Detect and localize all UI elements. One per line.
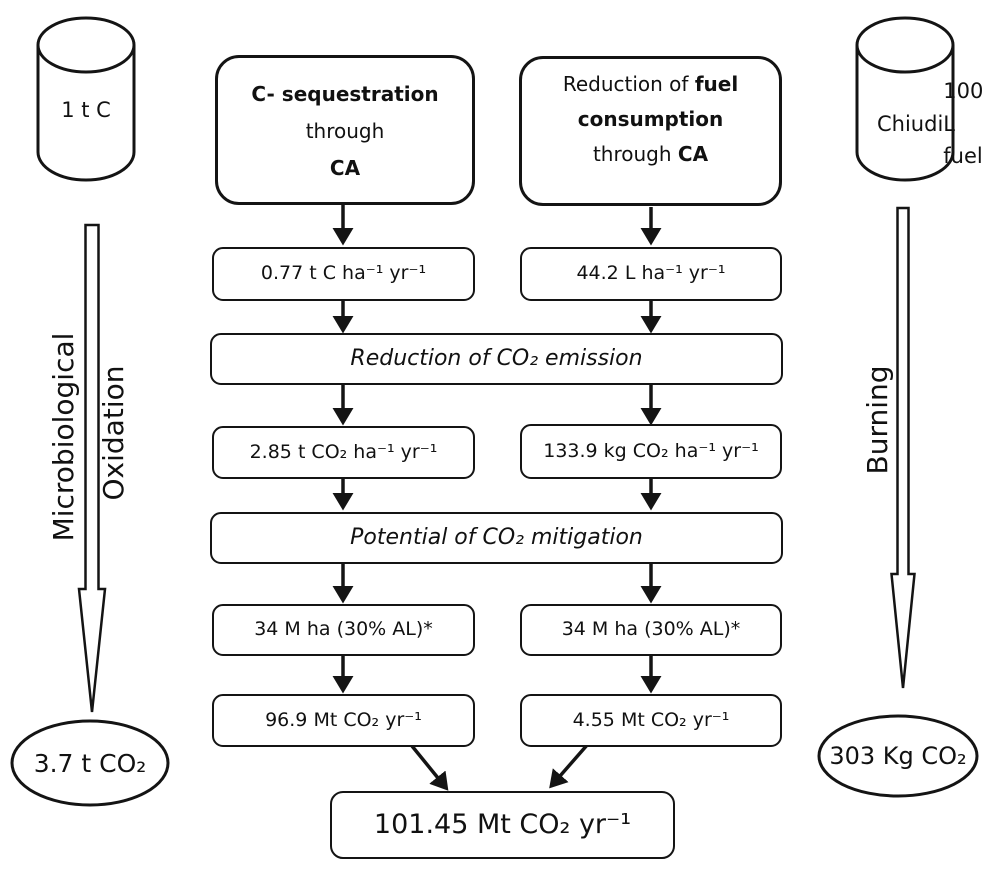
fuel-title-line3: through CA [593, 137, 708, 172]
microbiological-label: Microbiological [46, 332, 80, 542]
fuel-title-l1-normal: Reduction of [562, 72, 695, 96]
seq-title-line3: CA [329, 156, 361, 180]
arrow-merge-left [410, 744, 449, 791]
fuel-result-ellipse [817, 714, 979, 798]
fuel-title-line2: consumption [577, 107, 724, 131]
fuel-title-line1: Reduction of fuel [563, 67, 738, 102]
oxidation-hollow-arrow [77, 223, 107, 713]
fuel-cylinder-icon [855, 16, 955, 182]
fuel-result-label: 303 Kg CO₂ [829, 742, 967, 770]
oxidation-label: Oxidation [96, 365, 130, 501]
fuel-reduction-box: Reduction of fuel consumption through CA [519, 56, 782, 206]
carbon-source-label: 1 t C [61, 98, 111, 122]
reduction-emission-box: Reduction of CO₂ emission [210, 333, 783, 385]
fuel-source-line1: 100 L [943, 79, 984, 136]
fuel-title-l1-bold: fuel [694, 72, 739, 96]
fuel-source-text: 100 L fuel [943, 75, 983, 173]
burning-label: Burning [860, 365, 894, 475]
fuel-area-box: 34 M ha (30% AL)* [520, 604, 782, 656]
burning-hollow-arrow [890, 206, 916, 689]
flow-connector-arrows [332, 205, 662, 791]
carbon-cylinder-icon [36, 16, 136, 182]
seq-rate-box: 0.77 t C ha⁻¹ yr⁻¹ [212, 247, 475, 301]
mitigation-potential-box: Potential of CO₂ mitigation [210, 512, 783, 564]
fuel-co2-box: 133.9 kg CO₂ ha⁻¹ yr⁻¹ [520, 424, 782, 479]
grand-total-box: 101.45 Mt CO₂ yr⁻¹ [330, 791, 675, 859]
carbon-result-ellipse [10, 719, 170, 807]
fuel-title-l3-bold: CA [677, 142, 709, 166]
fuel-source-label: Chiudi 100 L fuel [877, 75, 983, 173]
fuel-title-l3-normal: through [592, 142, 678, 166]
seq-area-box: 34 M ha (30% AL)* [212, 604, 475, 656]
fuel-rate-box: 44.2 L ha⁻¹ yr⁻¹ [520, 247, 782, 301]
c-sequestration-box: C- sequestration through CA [215, 55, 475, 205]
seq-total-box: 96.9 Mt CO₂ yr⁻¹ [212, 694, 475, 747]
arrow-merge-right [549, 742, 590, 789]
seq-title-line2: through [305, 119, 385, 143]
fuel-total-box: 4.55 Mt CO₂ yr⁻¹ [520, 694, 782, 747]
fuel-source-line2: fuel [943, 144, 983, 169]
seq-co2-box: 2.85 t CO₂ ha⁻¹ yr⁻¹ [212, 426, 475, 479]
carbon-result-label: 3.7 t CO₂ [33, 748, 147, 778]
seq-title-line1: C- sequestration [251, 82, 439, 106]
